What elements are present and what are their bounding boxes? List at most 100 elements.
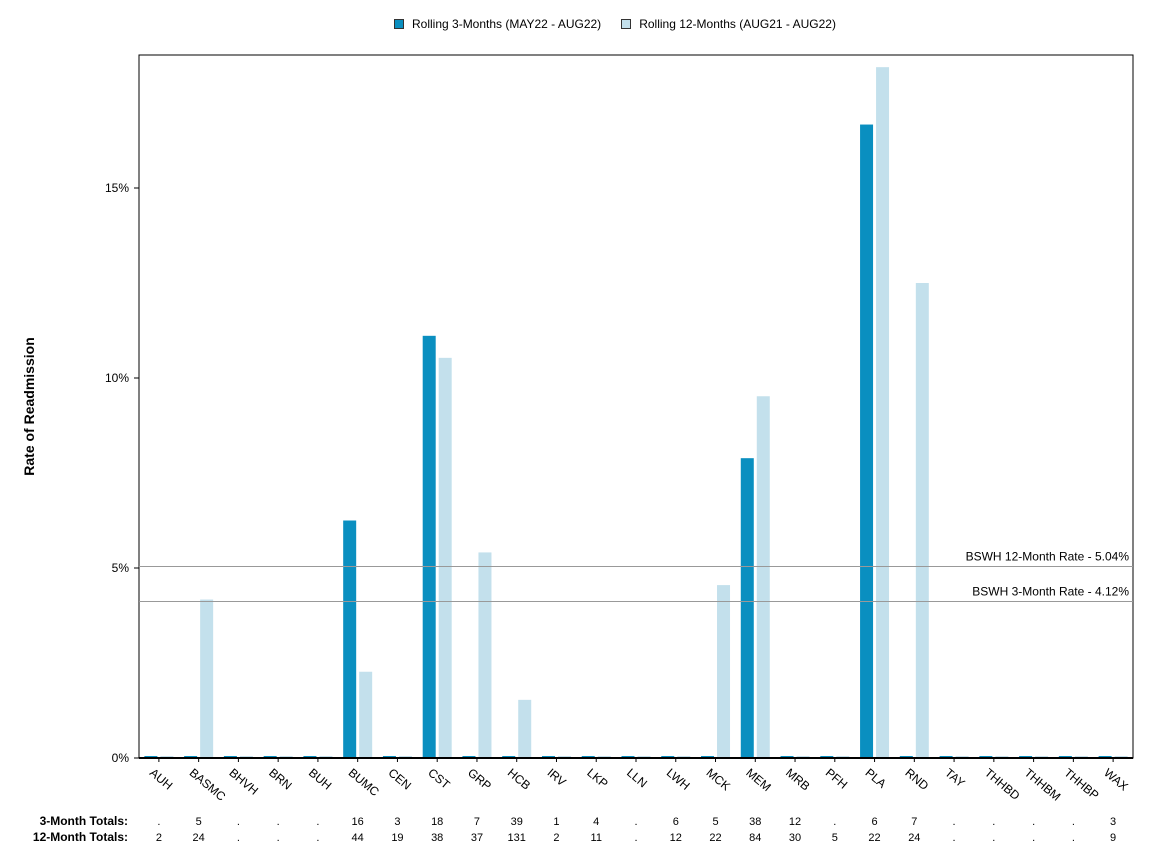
twelve-month-total-value: . [316, 832, 319, 844]
y-axis-label: Rate of Readmission [21, 337, 37, 475]
three-month-total-value: . [634, 816, 637, 828]
x-tick-label: BRN [266, 766, 294, 793]
bar-three-month [740, 458, 754, 758]
x-tick-label: WAX [1101, 766, 1131, 794]
twelve-month-total-value: 12 [670, 832, 682, 844]
twelve-month-total-value: . [953, 832, 956, 844]
bar-twelve-month [915, 283, 929, 758]
x-tick-label: CST [425, 766, 453, 793]
twelve-month-total-value: . [1072, 832, 1075, 844]
twelve-month-total-value: 5 [832, 832, 838, 844]
bar-twelve-month [438, 357, 452, 758]
twelve-month-total-value: 2 [156, 832, 162, 844]
bar-three-month [860, 124, 874, 759]
legend-swatch-twelve-month [621, 19, 632, 29]
three-month-total-value: 4 [593, 816, 599, 828]
twelve-month-total-value: 24 [193, 832, 205, 844]
twelve-month-total-value: 38 [431, 832, 443, 844]
y-tick-label: 15% [105, 181, 129, 195]
legend-swatch-three-month [394, 19, 404, 29]
three-month-total-value: . [953, 816, 956, 828]
x-tick-label: THHBP [1061, 766, 1101, 803]
x-tick-label: BUMC [346, 766, 382, 800]
bar-twelve-month [200, 599, 214, 758]
twelve-month-total-value: 11 [591, 832, 602, 844]
x-tick-label: MCK [704, 766, 733, 794]
twelve-month-total-value: 9 [1110, 832, 1116, 844]
three-month-total-value: . [237, 816, 240, 828]
bar-twelve-month [756, 396, 770, 758]
twelve-month-total-value: 22 [709, 832, 721, 844]
three-month-total-value: . [316, 816, 319, 828]
x-tick-label: THHBD [982, 766, 1023, 804]
twelve-month-total-value: 22 [868, 832, 880, 844]
x-tick-label: IRV [545, 766, 569, 789]
x-tick-label: LLN [624, 766, 650, 791]
x-tick-label: TAY [942, 766, 968, 791]
x-tick-label: BASMC [187, 766, 229, 804]
bar-twelve-month [359, 671, 373, 758]
twelve-month-total-label: 12-Month Totals: [33, 830, 128, 844]
legend-label-three-month: Rolling 3-Months (MAY22 - AUG22) [412, 17, 602, 31]
three-month-total-label: 3-Month Totals: [40, 814, 128, 828]
twelve-month-total-value: 30 [789, 832, 801, 844]
three-month-total-value: 5 [712, 816, 718, 828]
three-month-total-value: 7 [911, 816, 917, 828]
legend-label-twelve-month: Rolling 12-Months (AUG21 - AUG22) [639, 17, 836, 31]
legend-item-three-month: Rolling 3-Months (MAY22 - AUG22) [394, 17, 601, 31]
three-month-total-value: 39 [511, 816, 523, 828]
x-tick-label: HCB [505, 766, 533, 793]
three-month-total-value: . [992, 816, 995, 828]
twelve-month-total-value: 131 [508, 832, 526, 844]
three-month-total-value: 6 [673, 816, 679, 828]
x-tick-label: CEN [386, 766, 414, 793]
bar-twelve-month [518, 699, 532, 758]
x-tick-label: GRP [465, 766, 494, 793]
bar-twelve-month [717, 585, 731, 758]
y-tick-label: 5% [112, 561, 130, 575]
twelve-month-total-value: 44 [352, 832, 364, 844]
x-tick-label: BHVH [226, 766, 261, 798]
three-month-total-value: 12 [789, 816, 801, 828]
bar-three-month [343, 520, 357, 758]
twelve-month-total-value: . [237, 832, 240, 844]
chart-legend: Rolling 3-Months (MAY22 - AUG22) Rolling… [394, 17, 856, 31]
x-tick-label: MEM [743, 766, 773, 795]
three-month-total-value: . [1032, 816, 1035, 828]
bar-twelve-month [478, 552, 492, 758]
three-month-total-value: 7 [474, 816, 480, 828]
three-month-total-value: . [157, 816, 160, 828]
x-tick-label: PFH [823, 766, 850, 792]
reference-line-label: BSWH 3-Month Rate - 4.12% [972, 584, 1129, 598]
twelve-month-total-value: . [277, 832, 280, 844]
x-tick-label: AUH [147, 766, 175, 793]
twelve-month-total-value: . [992, 832, 995, 844]
bar-three-month [422, 335, 436, 758]
legend-item-twelve-month: Rolling 12-Months (AUG21 - AUG22) [621, 17, 836, 31]
reference-line-label: BSWH 12-Month Rate - 5.04% [966, 549, 1130, 563]
three-month-total-value: . [833, 816, 836, 828]
three-month-total-value: 16 [352, 816, 364, 828]
twelve-month-total-value: 19 [391, 832, 403, 844]
plot-area [138, 54, 1134, 759]
three-month-total-value: 5 [196, 816, 202, 828]
three-month-total-value: 3 [1110, 816, 1116, 828]
three-month-total-value: 18 [431, 816, 443, 828]
three-month-total-value: . [1072, 816, 1075, 828]
x-tick-label: MRB [783, 766, 812, 794]
twelve-month-total-value: . [1032, 832, 1035, 844]
twelve-month-total-value: 2 [553, 832, 559, 844]
x-tick-label: LWH [664, 766, 693, 793]
x-tick-label: PLA [863, 766, 889, 791]
twelve-month-total-value: 84 [749, 832, 761, 844]
y-tick-label: 10% [105, 371, 129, 385]
y-tick-label: 0% [112, 751, 130, 765]
x-tick-label: THHBM [1022, 766, 1064, 804]
twelve-month-total-value: 24 [908, 832, 920, 844]
three-month-total-value: . [277, 816, 280, 828]
x-tick-label: RND [902, 766, 931, 794]
three-month-total-value: 6 [871, 816, 877, 828]
three-month-total-value: 3 [394, 816, 400, 828]
three-month-total-value: 38 [749, 816, 761, 828]
